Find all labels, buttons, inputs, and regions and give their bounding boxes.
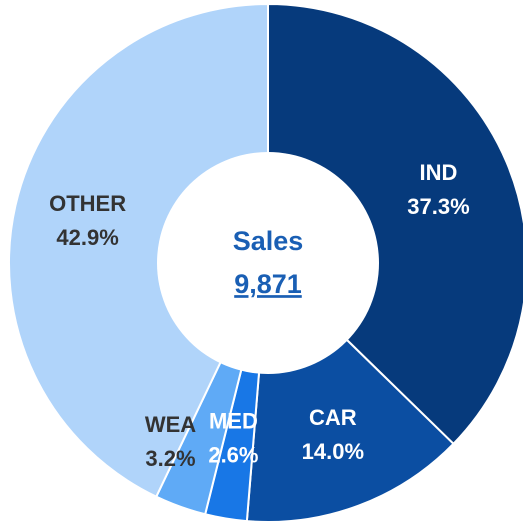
value-label: 2.6% (208, 442, 258, 467)
category-label: WEA (145, 412, 196, 437)
center-value: 9,871 (234, 269, 302, 299)
slice (8, 2, 269, 498)
category-label: CAR (309, 405, 357, 430)
value-label: 42.9% (56, 225, 118, 250)
center-title: Sales (233, 226, 304, 256)
value-label: 3.2% (145, 446, 195, 471)
value-label: 37.3% (407, 194, 469, 219)
category-label: MED (209, 408, 258, 433)
donut-hole (157, 152, 379, 374)
category-label: OTHER (49, 191, 126, 216)
category-label: IND (420, 160, 458, 185)
slice (267, 2, 523, 446)
value-label: 14.0% (302, 439, 364, 464)
